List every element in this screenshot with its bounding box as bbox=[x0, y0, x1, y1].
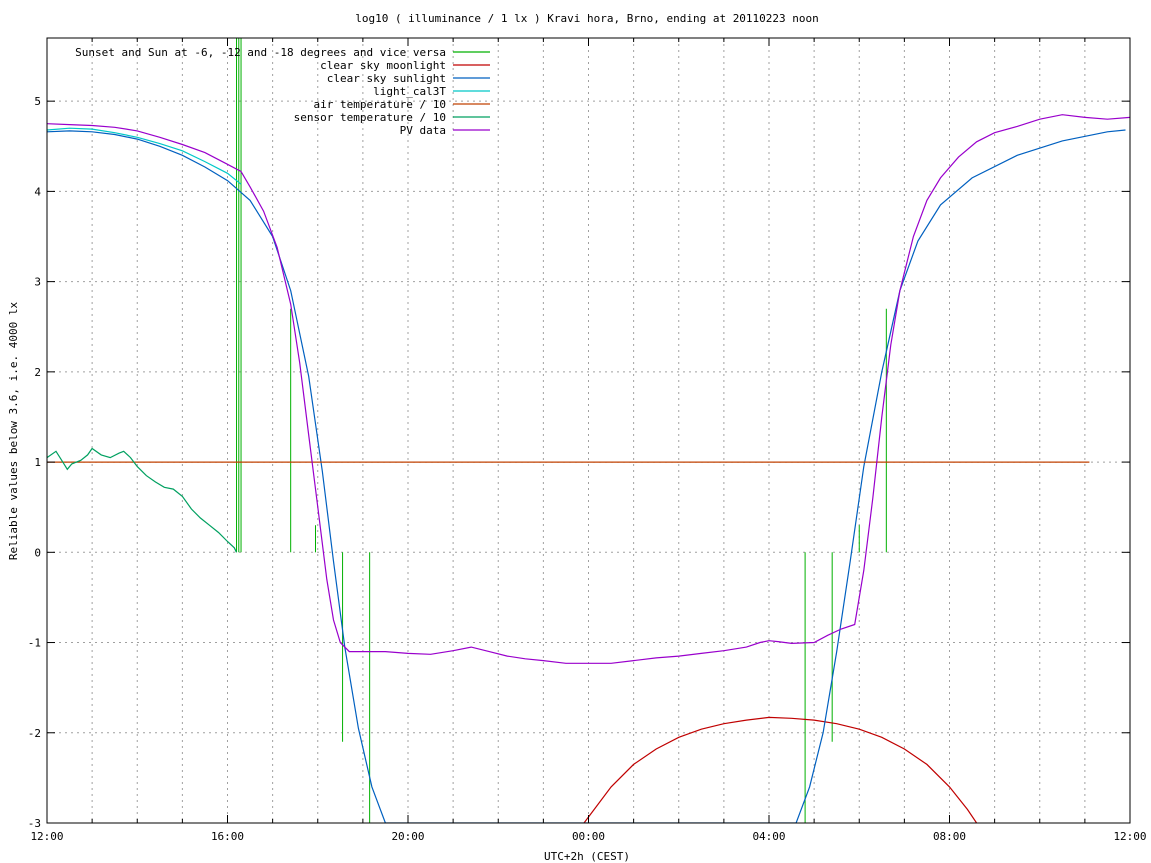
y-tick-label: 1 bbox=[34, 456, 41, 469]
legend-label: clear sky sunlight bbox=[327, 72, 446, 85]
y-axis-label: Reliable values below 3.6, i.e. 4000 lx bbox=[7, 301, 20, 560]
x-tick-label: 16:00 bbox=[211, 830, 244, 843]
series-0 bbox=[236, 38, 887, 823]
series-layer bbox=[47, 38, 1130, 823]
legend: Sunset and Sun at -6, -12 and -18 degree… bbox=[75, 46, 490, 137]
x-tick-label: 12:00 bbox=[30, 830, 63, 843]
y-tick-label: -3 bbox=[28, 817, 41, 830]
y-tick-label: 2 bbox=[34, 366, 41, 379]
ticks bbox=[46, 38, 1131, 824]
x-tick-label: 20:00 bbox=[391, 830, 424, 843]
series-line bbox=[47, 114, 1130, 664]
legend-label: light_cal3T bbox=[373, 85, 446, 98]
y-tick-label: 3 bbox=[34, 276, 41, 289]
x-axis-label: UTC+2h (CEST) bbox=[544, 850, 630, 863]
y-tick-label: 5 bbox=[34, 95, 41, 108]
legend-label: clear sky moonlight bbox=[320, 59, 446, 72]
series-6 bbox=[47, 114, 1130, 664]
series-line bbox=[47, 129, 1126, 823]
series-3 bbox=[47, 127, 242, 185]
x-tick-label: 00:00 bbox=[572, 830, 605, 843]
y-tick-label: 4 bbox=[34, 185, 41, 198]
series-5 bbox=[47, 447, 238, 553]
y-tick-label: 0 bbox=[34, 546, 41, 559]
x-tick-label: 08:00 bbox=[933, 830, 966, 843]
x-tick-label: 12:00 bbox=[1113, 830, 1146, 843]
legend-label: air temperature / 10 bbox=[314, 98, 446, 111]
grid bbox=[47, 38, 1130, 823]
legend-label: sensor temperature / 10 bbox=[294, 111, 446, 124]
legend-label: PV data bbox=[400, 124, 446, 137]
tick-labels: 12:00 16:00 20:00 00:00 04:00 08:00 12:00-3-2-… bbox=[28, 95, 1147, 843]
series-1 bbox=[583, 716, 978, 823]
chart-title: log10 ( illuminance / 1 lx ) Kravi hora,… bbox=[355, 12, 819, 25]
series-line bbox=[47, 127, 242, 185]
y-tick-label: -1 bbox=[28, 637, 41, 650]
series-line bbox=[583, 716, 978, 823]
series-line bbox=[47, 447, 238, 553]
y-tick-label: -2 bbox=[28, 727, 41, 740]
series-2 bbox=[47, 129, 1126, 823]
x-tick-label: 04:00 bbox=[752, 830, 785, 843]
legend-label: Sunset and Sun at -6, -12 and -18 degree… bbox=[75, 46, 446, 59]
